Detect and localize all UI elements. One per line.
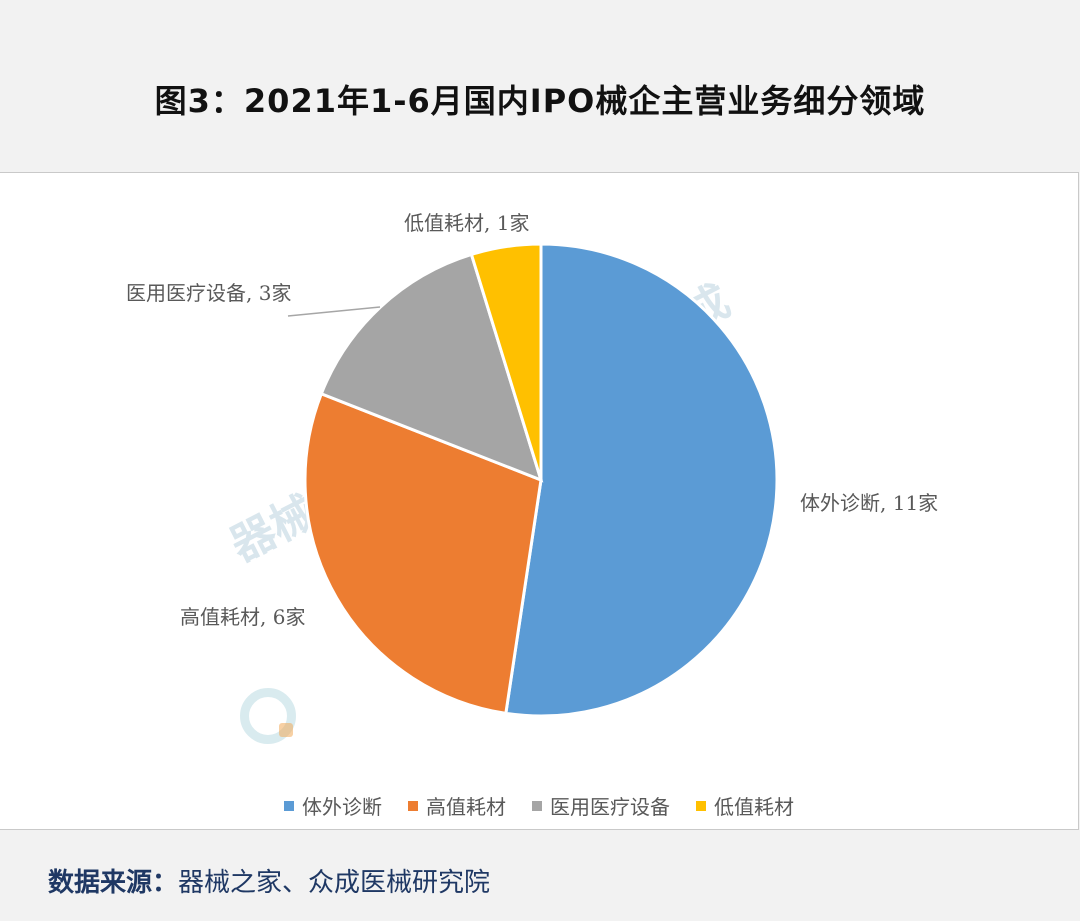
slice-low-value [469,242,543,481]
legend-label: 医用医疗设备 [550,795,670,819]
legend-swatch [408,800,418,811]
data-label-high-value: 高值耗材, 6家 [180,605,306,629]
chart-legend: 体外诊断 高值耗材 医用医疗设备 低值耗材 [0,791,1078,820]
pie-chart [287,242,779,718]
legend-item-equipment: 医用医疗设备 [532,791,670,820]
data-label-equipment: 医用医疗设备, 3家 [126,281,292,305]
legend-item-low-value: 低值耗材 [696,791,794,820]
source-note: 数据来源：器械之家、众成医械研究院 [48,862,490,899]
chart-area: 器械之家 | Joinchain 众成 体外诊断, 11家 高值耗材, 6家 医… [0,172,1079,830]
title-bar: 图3：2021年1-6月国内IPO械企主营业务细分领域 [0,0,1080,172]
data-label-low-value: 低值耗材, 1家 [404,211,530,235]
legend-label: 高值耗材 [426,795,506,819]
legend-label: 体外诊断 [302,795,382,819]
slice-ivd [504,242,779,718]
watermark-logo-icon [240,688,296,744]
slice-equipment [319,252,544,483]
legend-item-ivd: 体外诊断 [284,791,382,820]
legend-label: 低值耗材 [714,795,794,819]
leader-line [287,306,381,317]
legend-swatch [696,800,706,811]
chart-title: 图3：2021年1-6月国内IPO械企主营业务细分领域 [154,82,926,120]
legend-item-high-value: 高值耗材 [408,791,506,820]
legend-swatch [532,800,542,811]
data-label-ivd: 体外诊断, 11家 [800,491,939,515]
source-label: 数据来源： [48,868,179,898]
legend-swatch [284,800,294,811]
source-text: 器械之家、众成医械研究院 [178,868,491,898]
slice-high-value [303,391,543,716]
